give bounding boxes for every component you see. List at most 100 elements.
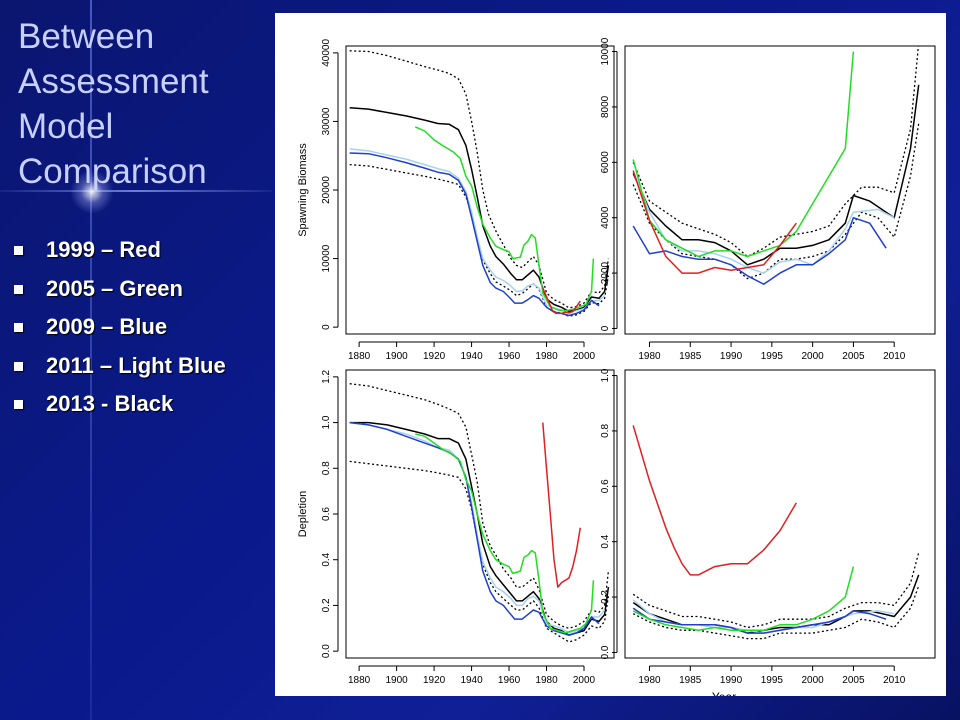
legend-item: 2005 – Green bbox=[12, 276, 226, 315]
title-line: Assessment bbox=[18, 62, 209, 101]
series-line-2 bbox=[632, 123, 920, 280]
x-tick-label: 1960 bbox=[498, 351, 521, 362]
slide-title: Between Assessment Model Comparison bbox=[18, 14, 268, 194]
x-tick-label: 2010 bbox=[883, 675, 906, 686]
plot-frame bbox=[345, 369, 615, 659]
x-tick-label: 1920 bbox=[423, 675, 446, 686]
x-tick-label: 2000 bbox=[802, 351, 825, 362]
y-tick-label: 4000 bbox=[600, 206, 611, 229]
y-tick-label: 1.0 bbox=[600, 368, 611, 382]
legend-label: 2009 – Blue bbox=[46, 314, 168, 339]
y-tick-label: 0.2 bbox=[600, 590, 611, 604]
legend-list: 1999 – Red 2005 – Green 2009 – Blue 2011… bbox=[12, 237, 226, 430]
decorative-horizontal-line bbox=[0, 190, 272, 192]
x-tick-label: 2000 bbox=[573, 351, 596, 362]
y-tick-label: 0.0 bbox=[600, 645, 611, 659]
y-tick-label: 0.6 bbox=[600, 479, 611, 493]
y-tick-label: 0.4 bbox=[600, 534, 611, 548]
legend-item: 2009 – Blue bbox=[12, 314, 226, 353]
x-tick-label: 1940 bbox=[460, 351, 483, 362]
x-tick-label: 1995 bbox=[761, 675, 784, 686]
y-tick-label: 1.2 bbox=[321, 369, 332, 383]
x-tick-label: 2000 bbox=[573, 675, 596, 686]
legend-label: 1999 – Red bbox=[46, 237, 161, 262]
chart-panel-bottom-right: 1980 1985 1990 1995 2000 2005 2010 0.0 0.2 0.4 0.6… bbox=[600, 368, 936, 696]
x-tick-label: 1880 bbox=[348, 351, 371, 362]
series-line-5 bbox=[415, 433, 595, 634]
x-tick-label: 2005 bbox=[842, 351, 865, 362]
y-tick-label: 2000 bbox=[600, 262, 611, 285]
y-tick-label: 10000 bbox=[321, 244, 332, 272]
x-tick-label: 1920 bbox=[423, 351, 446, 362]
series-line-6 bbox=[542, 287, 581, 315]
y-tick-label: 0.0 bbox=[321, 644, 332, 658]
chart-panel-top-left: 1880 1900 1920 1940 1960 1980 2000010000200003… bbox=[297, 39, 615, 362]
series-group bbox=[632, 425, 920, 640]
legend-item: 2011 – Light Blue bbox=[12, 353, 226, 392]
series-line-1 bbox=[349, 106, 610, 313]
x-tick-label: 1990 bbox=[720, 351, 743, 362]
y-tick-label: 0.4 bbox=[321, 552, 332, 566]
plot-frame bbox=[624, 369, 936, 659]
title-line: Between bbox=[18, 17, 155, 56]
x-tick-label: 2000 bbox=[802, 675, 825, 686]
y-tick-label: 0.8 bbox=[321, 461, 332, 475]
legend-label: 2013 - Black bbox=[46, 391, 174, 416]
decorative-vertical-line bbox=[90, 0, 92, 720]
decorative-star-glow bbox=[70, 170, 114, 214]
legend-item: 2013 - Black bbox=[12, 391, 226, 430]
plot-frame bbox=[345, 45, 615, 335]
plot-frame bbox=[624, 45, 936, 335]
series-line-3 bbox=[349, 148, 606, 315]
series-line-6 bbox=[632, 170, 797, 274]
title-line: Model bbox=[18, 107, 114, 146]
series-line-4 bbox=[349, 421, 600, 636]
series-line-0 bbox=[349, 383, 610, 629]
series-line-6 bbox=[632, 425, 797, 576]
title-line: Comparison bbox=[18, 152, 207, 191]
y-tick-label: 10000 bbox=[600, 37, 611, 65]
x-tick-label: 1900 bbox=[385, 675, 408, 686]
y-tick-label: 0.8 bbox=[600, 424, 611, 438]
x-tick-label: 1990 bbox=[720, 675, 743, 686]
y-tick-label: 6000 bbox=[600, 151, 611, 174]
x-tick-label: 1985 bbox=[679, 675, 702, 686]
x-tick-label: 1980 bbox=[535, 675, 558, 686]
x-tick-label: 1900 bbox=[385, 351, 408, 362]
y-tick-label: 0.2 bbox=[321, 598, 332, 612]
y-tick-label: 20000 bbox=[321, 176, 332, 204]
bullet-icon bbox=[14, 361, 23, 371]
x-tick-label: 1960 bbox=[498, 675, 521, 686]
series-group bbox=[632, 46, 920, 285]
series-line-4 bbox=[632, 607, 887, 634]
x-tick-label: 1880 bbox=[348, 675, 371, 686]
series-line-3 bbox=[632, 170, 895, 274]
series-line-0 bbox=[349, 50, 610, 309]
chart-figure: 1880 1900 1920 1940 1960 1980 2000 0 10000 20000 3… bbox=[275, 13, 946, 696]
x-tick-label: 1985 bbox=[679, 351, 702, 362]
y-tick-label: 0 bbox=[600, 325, 611, 331]
y-tick-label: 30000 bbox=[321, 107, 332, 135]
series-group bbox=[349, 383, 610, 643]
y-tick-label: 0 bbox=[321, 324, 332, 330]
x-tick-label: 2010 bbox=[883, 351, 906, 362]
y-axis-title: Depletion bbox=[297, 491, 309, 537]
x-tick-label: 1995 bbox=[761, 351, 784, 362]
y-tick-label: 8000 bbox=[600, 95, 611, 118]
bullet-icon bbox=[14, 246, 23, 255]
y-tick-label: 1.0 bbox=[321, 415, 332, 429]
x-tick-label: 1980 bbox=[535, 351, 558, 362]
series-group bbox=[349, 50, 610, 317]
x-tick-label: 2005 bbox=[842, 675, 865, 686]
y-axis-title: Spawning Biomass bbox=[297, 143, 309, 237]
series-line-4 bbox=[632, 216, 887, 285]
y-tick-label: 40000 bbox=[321, 39, 332, 67]
series-line-4 bbox=[349, 152, 600, 317]
legend-label: 2005 – Green bbox=[46, 275, 183, 301]
series-line-0 bbox=[632, 552, 920, 629]
chart-panel-top-right: 1980 1985 1990 1995 2000 2005 2010 0 2000 4000 600… bbox=[600, 37, 936, 362]
legend-label: 2011 – Light Blue bbox=[46, 352, 226, 378]
series-line-6 bbox=[542, 422, 582, 588]
legend-item: 1999 – Red bbox=[12, 237, 226, 276]
y-tick-label: 0.6 bbox=[321, 507, 332, 521]
